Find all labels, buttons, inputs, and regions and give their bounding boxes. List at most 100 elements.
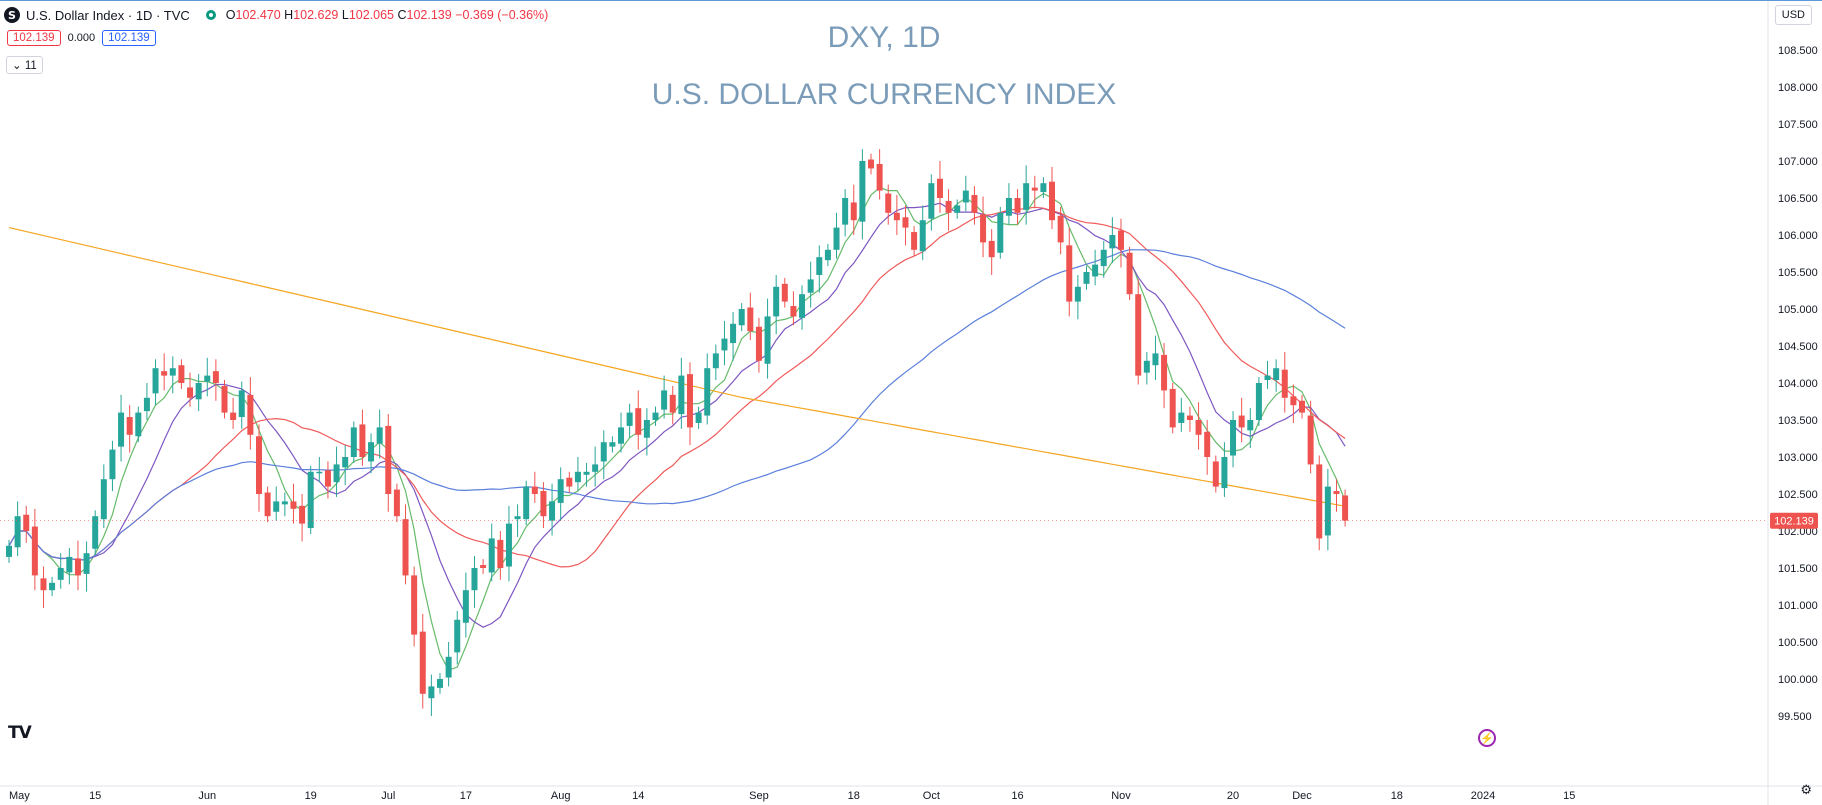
y-tick-label: 104.000 [1778, 378, 1818, 390]
candle-body [281, 501, 288, 505]
candle-body [376, 427, 383, 444]
candle-body [868, 159, 874, 169]
candle-body [247, 394, 254, 435]
candle-body [574, 471, 581, 483]
candle-body [902, 217, 909, 228]
candle-body [1083, 272, 1090, 284]
ma-line-blue [8, 249, 1346, 561]
bid-ask-row: 102.139 0.000 102.139 [7, 30, 156, 46]
candle-body [1143, 360, 1150, 373]
bolt-icon[interactable]: ⚡ [1478, 729, 1496, 747]
open-value: 102.470 [235, 8, 281, 22]
ma-line-red [8, 206, 1346, 568]
candle-body [962, 190, 969, 203]
y-tick-label: 103.000 [1778, 452, 1818, 464]
x-tick-label: 18 [848, 790, 860, 802]
candle-body [954, 205, 961, 213]
candle-body [936, 178, 943, 198]
candle-body [1290, 396, 1297, 406]
candle-body [842, 198, 849, 225]
y-tick-label: 99.500 [1778, 711, 1812, 723]
candle-body [1152, 353, 1159, 366]
symbol-logo-icon: S [4, 7, 20, 23]
candle-body [1273, 368, 1280, 381]
candle-body [40, 578, 47, 591]
candle-body [299, 505, 306, 524]
candle-body [609, 442, 616, 447]
market-status-icon[interactable] [205, 10, 216, 20]
candle-body [178, 365, 185, 383]
candle-body [1324, 486, 1331, 536]
candle-body [1299, 400, 1305, 413]
y-tick-label: 107.000 [1778, 156, 1818, 168]
candle-body [781, 283, 788, 302]
y-tick-label: 102.500 [1778, 489, 1818, 501]
candle-body [1221, 457, 1228, 489]
candle-body [49, 582, 56, 591]
candle-body [1307, 415, 1314, 465]
candle-body [57, 568, 64, 580]
candle-body [359, 424, 366, 457]
ask-button[interactable]: 102.139 [102, 30, 156, 46]
y-tick-label: 104.500 [1778, 341, 1818, 353]
candle-body [911, 232, 918, 250]
chart-title: DXY, 1D [828, 21, 941, 54]
candle-body [557, 479, 564, 503]
y-tick-label: 107.500 [1778, 119, 1818, 131]
candle-body [799, 294, 806, 318]
candle-body [480, 565, 487, 568]
candle-body [1212, 461, 1219, 487]
x-tick-label: Aug [551, 790, 571, 802]
candle-body [333, 464, 340, 483]
candle-body [1161, 354, 1168, 391]
candle-body [316, 471, 323, 474]
candle-body [428, 686, 435, 699]
candle-body [730, 323, 737, 344]
candle-body [471, 568, 478, 591]
candle-body [1092, 264, 1099, 277]
y-tick-label: 100.500 [1778, 637, 1818, 649]
tradingview-logo-icon[interactable]: TV [8, 723, 32, 743]
candle-body [350, 427, 357, 457]
candle-body [92, 516, 99, 549]
candle-body [1109, 235, 1116, 249]
candle-body [273, 501, 280, 512]
candle-body [1074, 286, 1081, 302]
candle-body [643, 420, 650, 438]
candle-body [143, 397, 150, 412]
ma-line-green [8, 186, 1346, 671]
candle-body [385, 425, 392, 494]
candle-body [161, 371, 168, 376]
candle-body [1031, 187, 1038, 191]
high-key: H [284, 8, 294, 22]
indicators-toggle[interactable]: ⌄ 11 [6, 56, 43, 74]
candle-body [1255, 383, 1262, 420]
x-tick-label: Oct [923, 790, 940, 802]
candle-body [187, 387, 194, 398]
change-value: −0.369 (−0.36%) [455, 8, 549, 22]
ohlc-values: O102.470 H102.629 L102.065 C102.139 −0.3… [226, 8, 549, 22]
y-tick-label: 100.000 [1778, 674, 1818, 686]
candle-body [419, 631, 426, 694]
bid-button[interactable]: 102.139 [7, 30, 61, 46]
symbol-title[interactable]: U.S. Dollar Index · 1D · TVC [26, 7, 190, 23]
candle-body [816, 257, 823, 275]
candle-body [1040, 183, 1047, 193]
candle-body [6, 545, 12, 557]
candle-body [773, 286, 780, 317]
y-tick-label: 102.000 [1778, 526, 1818, 538]
y-tick-label: 105.000 [1778, 304, 1818, 316]
candle-body [747, 307, 754, 332]
candle-body [1230, 420, 1237, 456]
x-tick-label: 14 [632, 790, 644, 802]
candle-body [324, 470, 331, 487]
candle-body [1264, 375, 1271, 381]
low-value: 102.065 [348, 8, 395, 22]
gear-icon[interactable]: ⚙ [1800, 782, 1812, 797]
candle-body [980, 214, 987, 243]
currency-button[interactable]: USD [1774, 5, 1812, 25]
candle-body [755, 326, 762, 361]
x-tick-label: 19 [305, 790, 317, 802]
candle-body [445, 656, 452, 678]
